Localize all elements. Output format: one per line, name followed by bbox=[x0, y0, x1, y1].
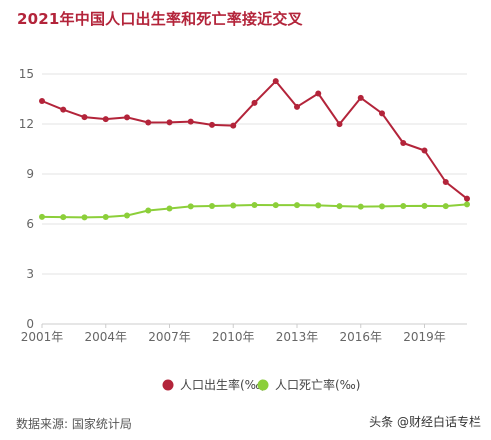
y-tick-label: 3 bbox=[26, 267, 34, 281]
data-point bbox=[294, 103, 300, 110]
data-point bbox=[60, 214, 67, 221]
y-tick-label: 15 bbox=[19, 67, 34, 81]
x-tick-label: 2007年 bbox=[148, 330, 191, 344]
watermark: 头条 @财经白话专栏 bbox=[369, 415, 481, 429]
x-tick-label: 2004年 bbox=[84, 330, 127, 344]
data-point bbox=[60, 106, 67, 113]
data-point bbox=[464, 201, 470, 208]
y-tick-label: 0 bbox=[26, 317, 34, 331]
y-tick-label: 6 bbox=[26, 217, 34, 231]
data-point bbox=[400, 203, 407, 209]
data-point bbox=[379, 110, 385, 117]
data-point bbox=[230, 202, 237, 209]
data-point bbox=[379, 203, 385, 210]
data-point bbox=[421, 202, 428, 209]
data-point bbox=[251, 99, 258, 106]
data-point bbox=[124, 114, 130, 121]
data-point bbox=[39, 98, 45, 104]
x-tick-label: 2019年 bbox=[403, 330, 446, 344]
data-point bbox=[81, 114, 88, 121]
legend-label-0: 人口出生率(‰) bbox=[180, 377, 265, 392]
legend: 人口出生率(‰) 人口死亡率(‰) bbox=[162, 377, 360, 392]
data-point bbox=[357, 203, 364, 210]
y-axis-ticks: 0 3 6 9 12 15 bbox=[19, 67, 34, 331]
x-tick-label: 2013年 bbox=[276, 330, 319, 344]
data-point bbox=[39, 213, 45, 220]
y-tick-label: 9 bbox=[26, 167, 34, 181]
data-point bbox=[442, 203, 449, 210]
y-tick-label: 12 bbox=[19, 117, 34, 131]
data-point bbox=[251, 202, 258, 208]
data-point bbox=[272, 78, 279, 85]
data-point bbox=[145, 207, 152, 214]
data-point bbox=[336, 121, 343, 128]
data-point bbox=[209, 121, 215, 128]
x-tick-label: 2016年 bbox=[339, 330, 382, 344]
data-point bbox=[442, 179, 449, 185]
x-axis-ticks: 2001年 2004年 2007年 2010年 2013年 2016年 2019年 bbox=[21, 323, 467, 344]
legend-label-1: 人口死亡率(‰) bbox=[275, 377, 360, 392]
data-point bbox=[102, 214, 109, 220]
legend-marker-1 bbox=[257, 379, 269, 391]
chart-title: 2021年中国人口出生率和死亡率接近交叉 bbox=[17, 10, 303, 28]
data-point bbox=[166, 205, 173, 212]
data-point bbox=[315, 90, 322, 97]
data-point bbox=[209, 203, 215, 209]
data-point bbox=[166, 119, 173, 126]
data-point bbox=[336, 203, 343, 210]
data-source: 数据来源: 国家统计局 bbox=[16, 417, 132, 431]
data-point bbox=[102, 116, 109, 123]
series-line-0 bbox=[41, 80, 468, 200]
data-point bbox=[230, 122, 237, 129]
data-point bbox=[400, 140, 407, 146]
data-point bbox=[464, 195, 470, 202]
data-point bbox=[272, 202, 279, 209]
series-group bbox=[39, 78, 470, 221]
legend-marker-0 bbox=[162, 379, 174, 391]
data-point bbox=[124, 212, 130, 219]
data-point bbox=[315, 202, 322, 209]
grid-lines bbox=[42, 73, 467, 325]
data-point bbox=[145, 119, 152, 126]
data-point bbox=[187, 203, 194, 210]
x-tick-label: 2001年 bbox=[21, 330, 64, 344]
data-point bbox=[81, 214, 88, 221]
data-point bbox=[357, 94, 364, 101]
data-point bbox=[421, 147, 428, 154]
data-point bbox=[187, 118, 194, 125]
data-point bbox=[294, 202, 300, 209]
x-tick-label: 2010年 bbox=[212, 330, 255, 344]
